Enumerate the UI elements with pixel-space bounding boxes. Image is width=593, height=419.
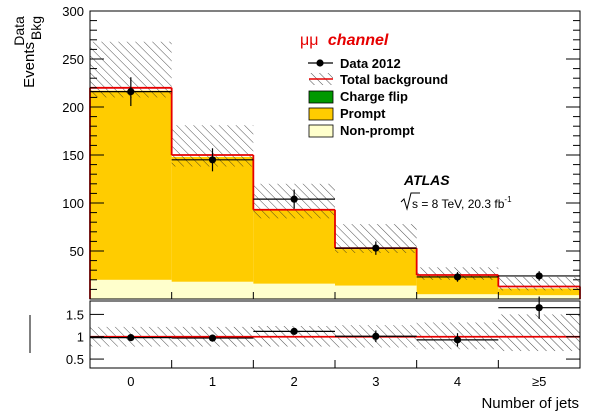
legend-entry-charge-flip: Charge flip xyxy=(308,89,408,104)
y-tick-label-300: 300 xyxy=(62,4,84,19)
ratio-uncertainty-band-bin-5 xyxy=(498,314,580,352)
ratio-point-0 xyxy=(127,334,135,342)
legend-label-charge-flip: Charge flip xyxy=(340,89,408,104)
y-tick-label-200: 200 xyxy=(62,100,84,115)
ratio-label-denominator: Bkg xyxy=(28,16,44,40)
ratio-y-tick-label-1: 1 xyxy=(77,330,84,345)
bar-prompt-bin-1 xyxy=(171,156,254,282)
ratio-y-tick-label-1.5: 1.5 xyxy=(66,307,84,322)
legend-label-data: Data 2012 xyxy=(340,56,401,71)
legend-entry-data: Data 2012 xyxy=(308,56,401,71)
bar-prompt-bin-2 xyxy=(253,209,335,284)
channel-prefix: μμ xyxy=(300,32,318,49)
data-point-2 xyxy=(290,195,298,203)
x-axis-label: Number of jets xyxy=(481,395,579,412)
x-tick-label-5: ≥5 xyxy=(532,374,546,389)
ratio-point-5 xyxy=(535,304,543,312)
ratio-point-2 xyxy=(290,327,298,335)
channel-suffix: channel xyxy=(328,32,389,49)
x-tick-label-3: 3 xyxy=(372,374,379,389)
bar-non-prompt-bin-2 xyxy=(253,283,335,299)
bar-prompt-bin-5 xyxy=(498,288,580,296)
x-tick-label-1: 1 xyxy=(209,374,216,389)
legend-swatch-non-prompt xyxy=(308,124,334,138)
sqrt-symbol-icon xyxy=(400,192,420,211)
data-point-5 xyxy=(535,272,543,280)
data-point-1 xyxy=(208,156,217,164)
x-tick-label-4: 4 xyxy=(454,374,461,389)
ratio-point-1 xyxy=(208,334,217,342)
ratio-label-numerator: Data xyxy=(11,16,27,46)
y-tick-label-150: 150 xyxy=(62,148,84,163)
y-tick-label-50: 50 xyxy=(70,244,84,259)
y-tick-label-100: 100 xyxy=(62,196,84,211)
legend: Data 2012 Total background Charge flip P… xyxy=(308,56,448,138)
ratio-y-axis-label: Data Bkg xyxy=(11,16,44,353)
legend-entry-total-background: Total background xyxy=(309,72,448,87)
bar-prompt-bin-0 xyxy=(90,90,172,280)
data-point-0 xyxy=(127,88,135,96)
sqrt-s: s xyxy=(412,197,418,211)
channel-label: μμ channel xyxy=(300,32,389,49)
data-point-3 xyxy=(372,244,380,252)
x-tick-label-0: 0 xyxy=(127,374,134,389)
legend-label-total-background: Total background xyxy=(340,72,448,87)
ratio-point-4 xyxy=(453,336,462,344)
bar-prompt-bin-4 xyxy=(416,275,499,295)
bar-non-prompt-bin-4 xyxy=(416,294,499,299)
legend-entry-non-prompt: Non-prompt xyxy=(308,123,415,138)
data-point-4 xyxy=(453,273,462,281)
ratio-plot-panel: 0.5 1 1.5 0 1 2 3 4 ≥5 xyxy=(66,296,581,389)
y-axis-label: Events xyxy=(21,42,38,88)
bar-non-prompt-bin-1 xyxy=(171,281,254,299)
ratio-y-tick-label-0.5: 0.5 xyxy=(66,352,84,367)
legend-label-prompt: Prompt xyxy=(340,106,386,121)
energy-luminosity-label: s = 8 TeV, 20.3 fb-1 xyxy=(400,192,512,211)
bar-prompt-bin-3 xyxy=(335,249,417,286)
x-tick-label-2: 2 xyxy=(291,374,298,389)
bar-non-prompt-bin-3 xyxy=(335,285,417,299)
ratio-point-3 xyxy=(372,332,380,340)
energy-label: s = 8 TeV, 20.3 fb-1 xyxy=(412,195,512,211)
legend-entry-prompt: Prompt xyxy=(308,106,386,121)
energy-exponent: -1 xyxy=(504,195,512,204)
legend-label-non-prompt: Non-prompt xyxy=(340,123,415,138)
energy-text: = 8 TeV, 20.3 fb xyxy=(418,197,505,211)
experiment-label: ATLAS xyxy=(403,172,450,188)
legend-swatch-prompt xyxy=(308,107,334,121)
legend-data-marker xyxy=(316,59,324,67)
main-plot-panel: 50 100 150 200 250 300 xyxy=(62,4,581,300)
bar-non-prompt-bin-0 xyxy=(90,279,172,299)
legend-swatch-charge-flip xyxy=(308,90,334,104)
y-tick-label-250: 250 xyxy=(62,52,84,67)
